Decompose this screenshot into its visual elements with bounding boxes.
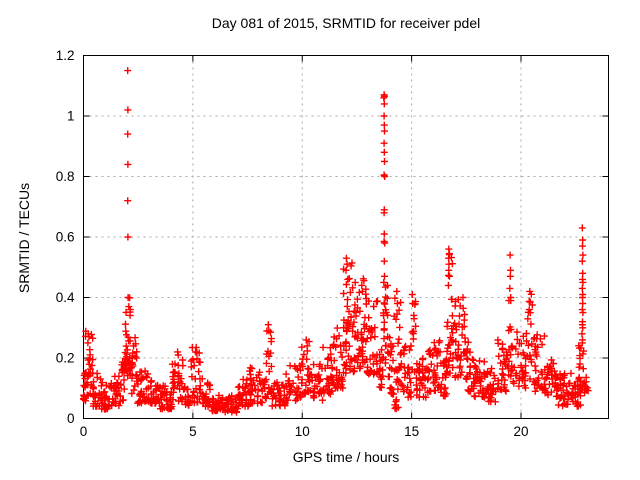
x-axis-label: GPS time / hours [292, 449, 400, 465]
y-tick-label: 0.6 [56, 230, 75, 245]
x-tick-label: 0 [80, 424, 88, 439]
x-tick-label: 15 [404, 424, 419, 439]
grid-lines [83, 55, 609, 419]
y-tick-label: 0.4 [56, 290, 75, 305]
y-tick-label: 0 [67, 411, 75, 426]
chart-title: Day 081 of 2015, SRMTID for receiver pde… [211, 15, 481, 31]
x-tick-label: 20 [513, 424, 528, 439]
axis-ticks [83, 55, 609, 419]
y-tick-label: 1.2 [56, 48, 75, 63]
x-tick-label: 10 [295, 424, 310, 439]
y-tick-label: 0.8 [56, 169, 75, 184]
scatter-points [80, 67, 592, 416]
y-tick-label: 1 [67, 109, 75, 124]
x-tick-label: 5 [189, 424, 197, 439]
y-tick-label: 0.2 [56, 351, 75, 366]
